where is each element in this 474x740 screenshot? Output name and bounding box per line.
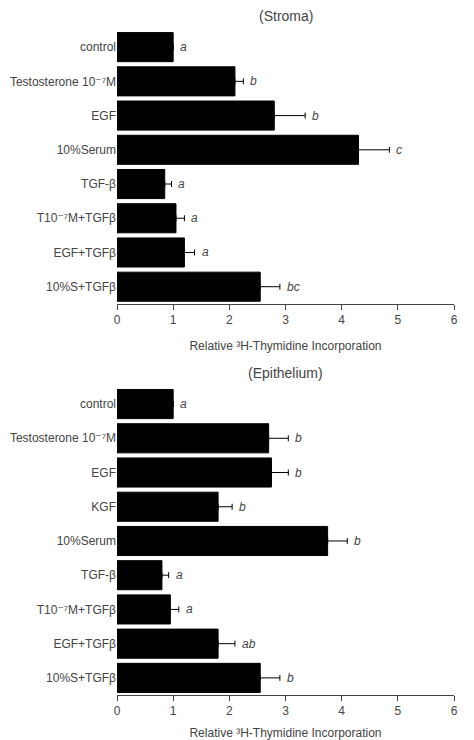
svg-text:T10⁻⁷M+TGFβ: T10⁻⁷M+TGFβ	[37, 211, 116, 225]
svg-text:10%Serum: 10%Serum	[57, 143, 116, 157]
svg-text:4: 4	[338, 704, 345, 718]
svg-text:c: c	[396, 143, 402, 157]
svg-text:b: b	[250, 74, 257, 88]
svg-text:2: 2	[226, 704, 233, 718]
svg-text:5: 5	[394, 313, 401, 327]
svg-text:10%Serum: 10%Serum	[57, 534, 116, 548]
svg-text:b: b	[239, 500, 246, 514]
svg-text:a: a	[186, 602, 193, 616]
svg-text:a: a	[202, 245, 209, 259]
svg-text:TGF-β: TGF-β	[81, 568, 116, 582]
svg-text:b: b	[312, 109, 319, 123]
svg-text:EGF: EGF	[91, 466, 116, 480]
svg-text:T10⁻⁷M+TGFβ: T10⁻⁷M+TGFβ	[37, 603, 116, 617]
svg-text:a: a	[180, 40, 187, 54]
svg-text:6: 6	[451, 313, 458, 327]
svg-text:4: 4	[338, 313, 345, 327]
svg-text:3: 3	[282, 704, 289, 718]
svg-text:0: 0	[114, 313, 121, 327]
svg-text:EGF+TGFβ: EGF+TGFβ	[53, 246, 116, 260]
svg-text:control: control	[80, 397, 116, 411]
svg-text:control: control	[80, 40, 116, 54]
svg-text:(Epithelium): (Epithelium)	[248, 365, 323, 381]
svg-text:KGF: KGF	[91, 500, 116, 514]
svg-text:10%S+TGFβ: 10%S+TGFβ	[46, 280, 116, 294]
svg-text:5: 5	[394, 704, 401, 718]
svg-text:a: a	[180, 397, 187, 411]
svg-text:6: 6	[451, 704, 458, 718]
svg-text:(Stroma): (Stroma)	[259, 8, 313, 24]
svg-text:Relative ³H-Thymidine Incorpor: Relative ³H-Thymidine Incorporation	[189, 726, 381, 740]
svg-text:b: b	[287, 671, 294, 685]
svg-text:0: 0	[114, 704, 121, 718]
svg-text:Testosterone 10⁻⁷M: Testosterone 10⁻⁷M	[10, 431, 116, 445]
svg-text:3: 3	[282, 313, 289, 327]
svg-text:EGF+TGFβ: EGF+TGFβ	[53, 637, 116, 651]
svg-text:1: 1	[170, 313, 177, 327]
svg-text:a: a	[191, 211, 198, 225]
svg-text:a: a	[176, 568, 183, 582]
svg-text:Relative ³H-Thymidine Incorpor: Relative ³H-Thymidine Incorporation	[189, 339, 381, 353]
svg-text:EGF: EGF	[91, 109, 116, 123]
svg-text:1: 1	[170, 704, 177, 718]
svg-text:b: b	[354, 534, 361, 548]
svg-text:Testosterone 10⁻⁷M: Testosterone 10⁻⁷M	[10, 75, 116, 89]
svg-text:b: b	[295, 466, 302, 480]
svg-text:a: a	[178, 177, 185, 191]
svg-text:2: 2	[226, 313, 233, 327]
svg-text:b: b	[295, 431, 302, 445]
svg-text:TGF-β: TGF-β	[81, 177, 116, 191]
svg-text:bc: bc	[287, 280, 300, 294]
svg-text:10%S+TGFβ: 10%S+TGFβ	[46, 671, 116, 685]
svg-text:ab: ab	[242, 637, 256, 651]
